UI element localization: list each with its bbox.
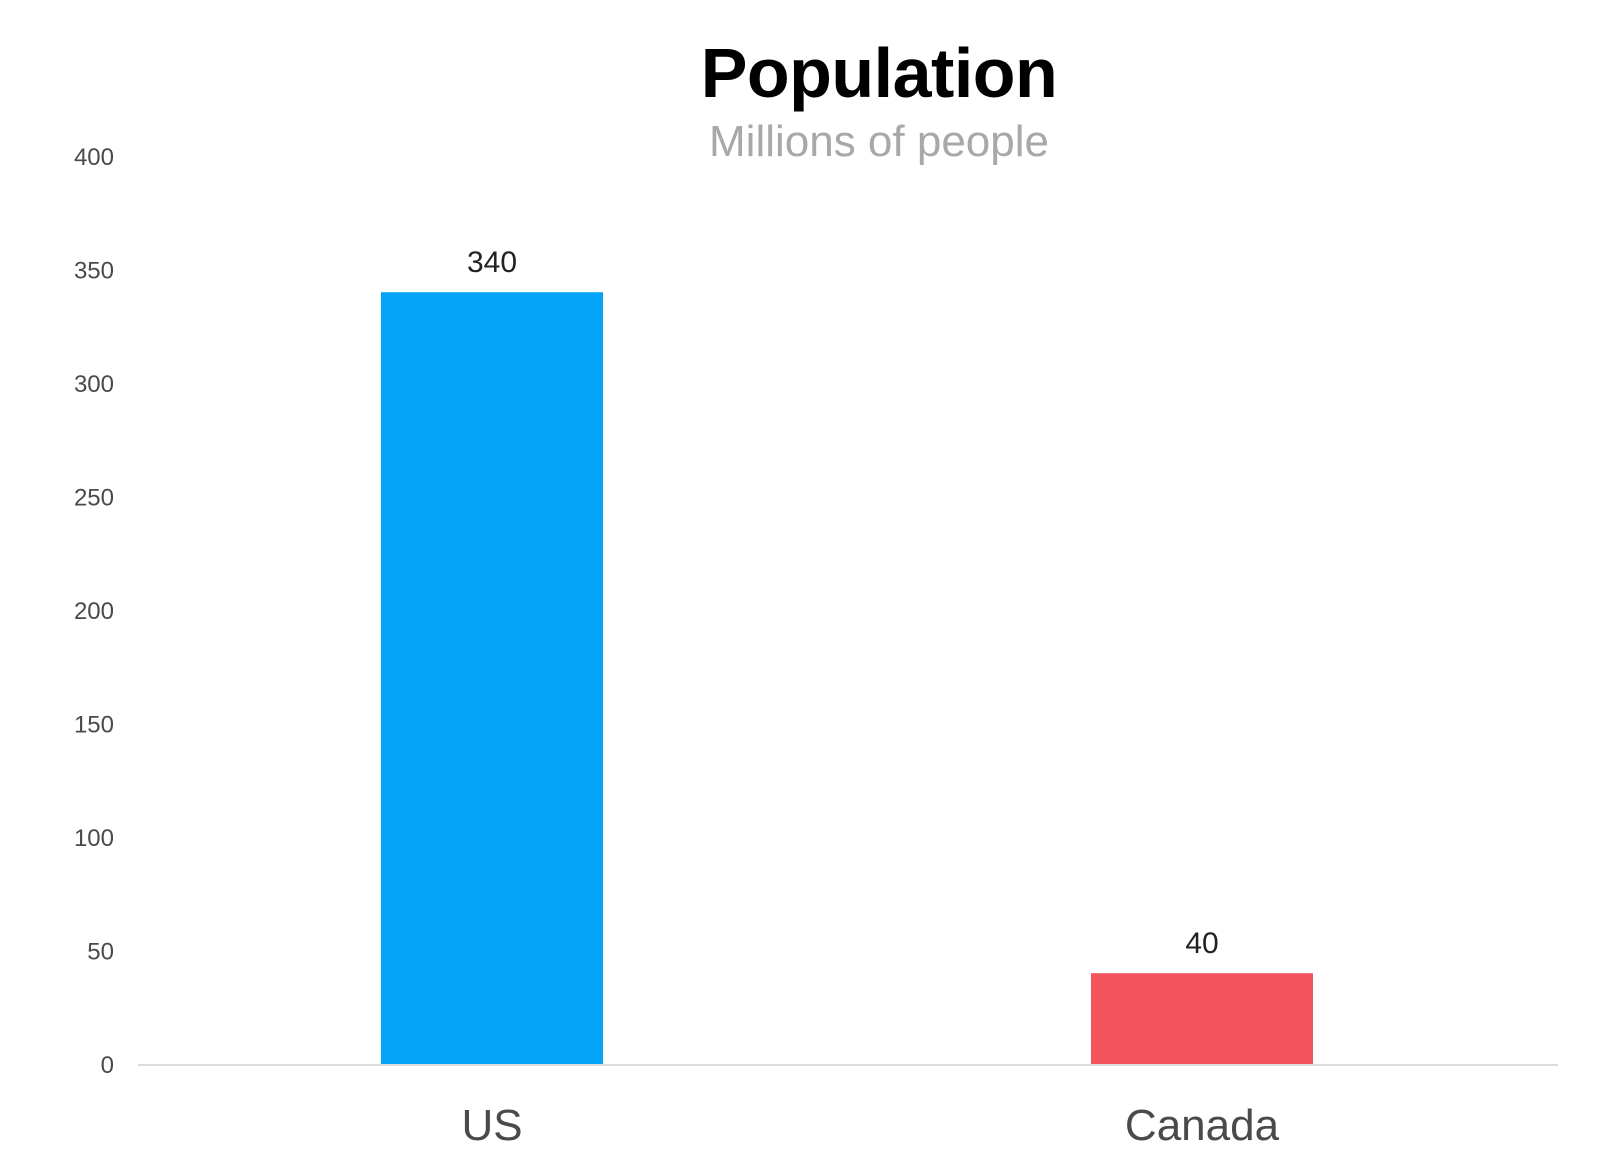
bars-group (381, 292, 1313, 1064)
bar-canada (1091, 973, 1313, 1064)
y-tick-label: 0 (101, 1052, 114, 1079)
value-label-us: 340 (467, 246, 517, 279)
y-tick-label: 300 (74, 371, 114, 398)
x-axis-category-labels: US Canada (461, 1101, 1279, 1150)
value-labels-group: 340 40 (467, 246, 1219, 960)
y-tick-label: 150 (74, 712, 114, 739)
y-tick-label: 100 (74, 825, 114, 852)
chart-subtitle: Millions of people (709, 117, 1049, 166)
category-label-us: US (461, 1101, 522, 1150)
y-tick-label: 50 (87, 939, 114, 966)
y-tick-label: 350 (74, 258, 114, 285)
y-axis-tick-labels: 0 50 100 150 200 250 300 350 400 (74, 144, 114, 1079)
value-label-canada: 40 (1185, 927, 1218, 960)
category-label-canada: Canada (1125, 1101, 1280, 1150)
bar-us (381, 292, 603, 1064)
y-tick-label: 250 (74, 485, 114, 512)
chart-title: Population (700, 34, 1058, 112)
y-tick-label: 200 (74, 598, 114, 625)
y-tick-label: 400 (74, 144, 114, 171)
